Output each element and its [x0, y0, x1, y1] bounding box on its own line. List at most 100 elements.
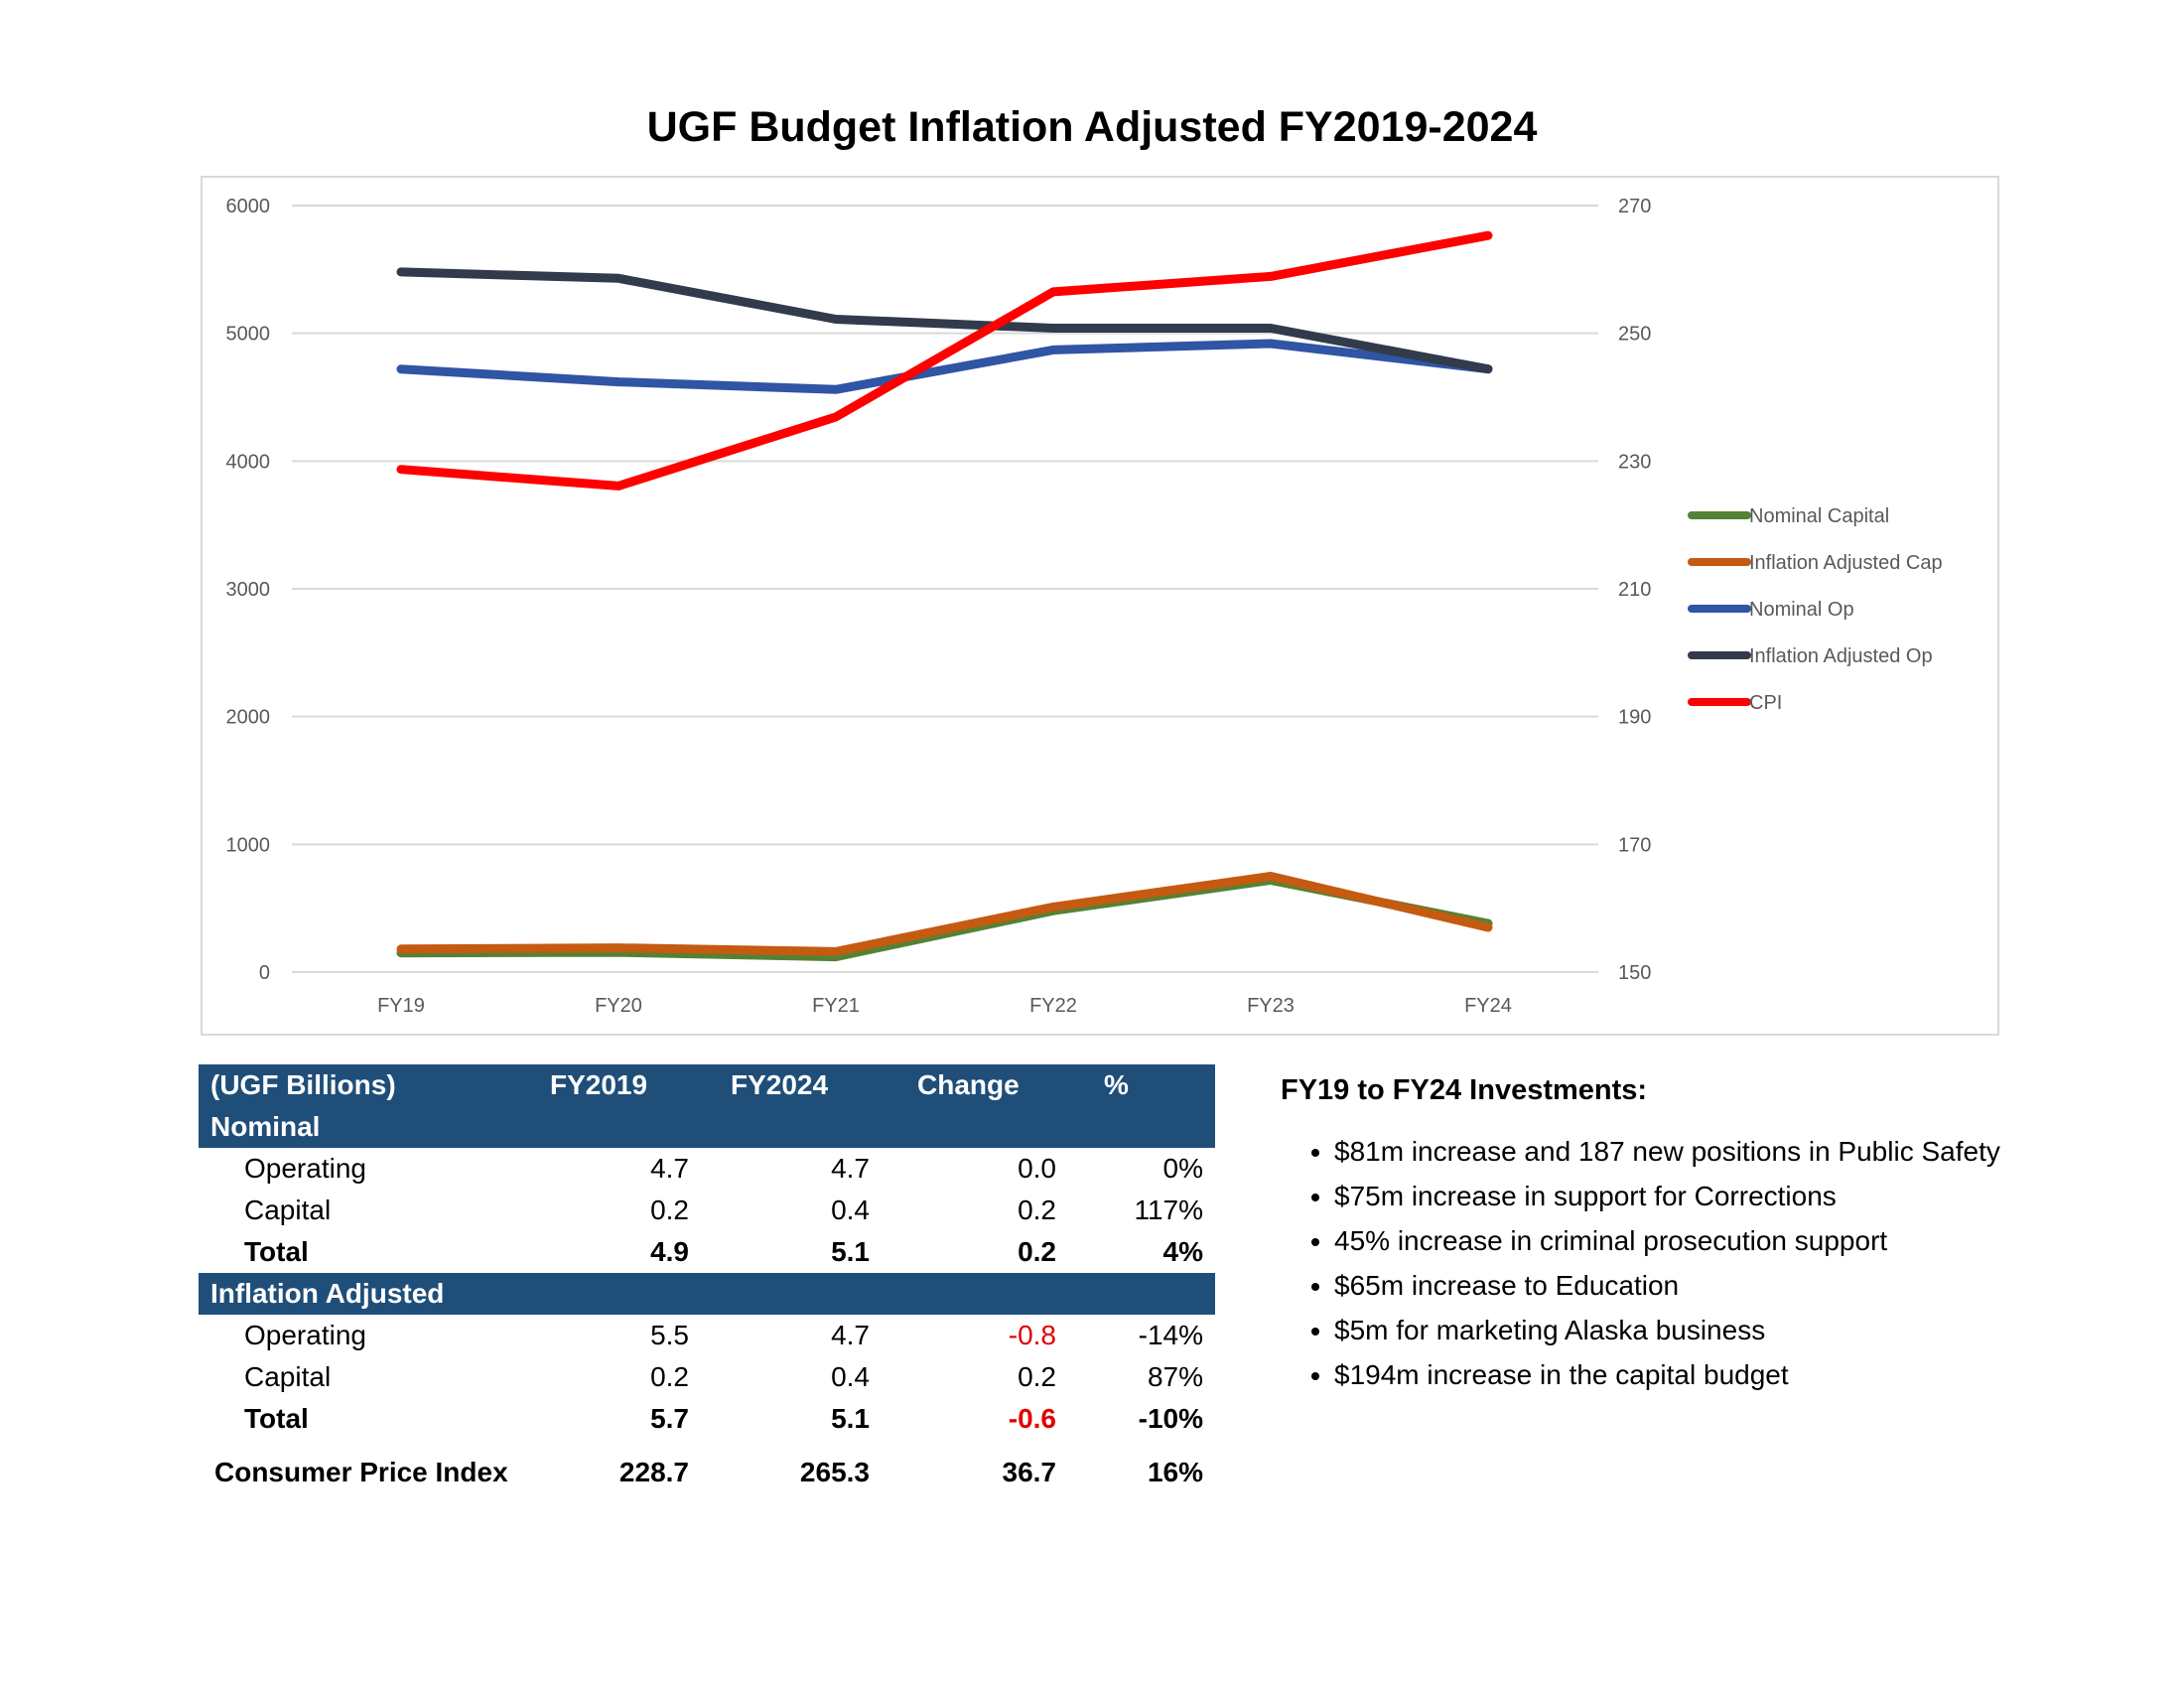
x-tick-label: FY24 — [1464, 995, 1512, 1017]
legend-label: Nominal Capital — [1749, 505, 1889, 527]
table-row: Operating 4.7 4.7 0.0 0% — [199, 1148, 1215, 1190]
cell-pct: -10% — [1138, 1403, 1203, 1434]
header-units: (UGF Billions) — [199, 1064, 520, 1106]
list-item: $194m increase in the capital budget — [1334, 1352, 2035, 1397]
budget-summary-table: (UGF Billions) FY2019 FY2024 Change % No… — [199, 1064, 1215, 1493]
legend-label: Inflation Adjusted Cap — [1749, 552, 1943, 574]
header-fy2024: FY2024 — [701, 1064, 882, 1106]
header-change: Change — [882, 1064, 1068, 1106]
row-label: Operating — [244, 1153, 366, 1184]
cell-change: 0.2 — [1018, 1236, 1056, 1267]
cell-fy2019: 5.5 — [650, 1320, 689, 1350]
row-label: Capital — [244, 1361, 332, 1392]
line-chart: 0 1000 2000 3000 4000 5000 6000 150 170 190 210 230… — [226, 196, 1943, 1017]
cell-change: 0.2 — [1018, 1195, 1056, 1225]
x-tick-label: FY19 — [377, 995, 425, 1017]
investments-panel: FY19 to FY24 Investments: $81m increase … — [1281, 1074, 2035, 1397]
row-label: Total — [244, 1403, 309, 1434]
cell-fy2024: 0.4 — [831, 1195, 870, 1225]
table-row: Capital 0.2 0.4 0.2 87% — [199, 1356, 1215, 1398]
list-item: 45% increase in criminal prosecution sup… — [1334, 1218, 2035, 1263]
cell-fy2024: 265.3 — [799, 1457, 870, 1487]
y-left-tick-label: 3000 — [226, 579, 271, 601]
cell-pct: 117% — [1134, 1195, 1203, 1225]
series-line-cpi — [396, 230, 1493, 491]
data-point — [1270, 343, 1272, 345]
x-tick-label: FY21 — [812, 995, 860, 1017]
cell-change: 0.0 — [1018, 1153, 1056, 1184]
data-point — [1270, 275, 1272, 278]
table-row-total: Total 4.9 5.1 0.2 4% — [199, 1231, 1215, 1273]
cell-pct: 16% — [1147, 1457, 1203, 1487]
data-point — [400, 468, 402, 471]
cell-fy2019: 228.7 — [618, 1457, 689, 1487]
data-point — [1270, 327, 1272, 330]
data-point — [1052, 290, 1054, 293]
cell-pct: 0% — [1162, 1153, 1203, 1184]
cell-fy2024: 4.7 — [831, 1320, 870, 1350]
cell-fy2024: 5.1 — [831, 1236, 870, 1267]
row-label: Operating — [244, 1320, 366, 1350]
cell-fy2019: 4.9 — [650, 1236, 689, 1267]
data-point — [835, 318, 837, 321]
legend-label: Inflation Adjusted Op — [1749, 645, 1933, 667]
investments-heading: FY19 to FY24 Investments: — [1281, 1074, 1648, 1106]
section-nominal: Nominal — [199, 1106, 1215, 1148]
table-row: Capital 0.2 0.4 0.2 117% — [199, 1190, 1215, 1231]
cell-pct: 87% — [1147, 1361, 1203, 1392]
table-header-row: (UGF Billions) FY2019 FY2024 Change % — [199, 1064, 1215, 1106]
header-pct: % — [1068, 1064, 1215, 1106]
y-right-tick-label: 270 — [1618, 196, 1651, 217]
cell-pct: 4% — [1162, 1236, 1203, 1267]
chart-frame: 0 1000 2000 3000 4000 5000 6000 150 170 190 210 230… — [201, 176, 1999, 1036]
cell-change: 36.7 — [1002, 1457, 1057, 1487]
investments-list: $81m increase and 187 new positions in P… — [1281, 1129, 2035, 1397]
y-left-tick-label: 4000 — [226, 451, 271, 473]
x-tick-label: FY20 — [595, 995, 642, 1017]
y-right-tick-label: 170 — [1618, 834, 1651, 856]
y-right-tick-label: 250 — [1618, 324, 1651, 346]
y-right-tick-label: 190 — [1618, 707, 1651, 729]
series-line-inflation-adjusted-cap — [396, 872, 1493, 956]
section-inflation-label: Inflation Adjusted — [199, 1273, 1215, 1315]
cell-fy2024: 0.4 — [831, 1361, 870, 1392]
cell-change: -0.8 — [1008, 1320, 1056, 1350]
legend-label: Nominal Op — [1749, 599, 1854, 621]
row-label: Total — [244, 1236, 309, 1267]
table-spacer — [199, 1440, 1215, 1452]
cell-fy2019: 5.7 — [650, 1403, 689, 1434]
x-tick-label: FY23 — [1247, 995, 1295, 1017]
data-point — [1270, 875, 1272, 878]
cell-fy2019: 4.7 — [650, 1153, 689, 1184]
section-inflation-adjusted: Inflation Adjusted — [199, 1273, 1215, 1315]
cell-fy2024: 5.1 — [831, 1403, 870, 1434]
cell-change: -0.6 — [1008, 1403, 1056, 1434]
cell-fy2024: 4.7 — [831, 1153, 870, 1184]
list-item: $75m increase in support for Corrections — [1334, 1174, 2035, 1218]
y-left-tick-label: 0 — [259, 962, 270, 984]
y-right-tick-label: 150 — [1618, 962, 1651, 984]
table-row: Operating 5.5 4.7 -0.8 -14% — [199, 1315, 1215, 1356]
data-point — [1487, 926, 1489, 928]
row-label: Consumer Price Index — [214, 1457, 508, 1487]
header-fy2019: FY2019 — [520, 1064, 701, 1106]
cell-change: 0.2 — [1018, 1361, 1056, 1392]
y-right-tick-label: 230 — [1618, 451, 1651, 473]
data-point — [617, 277, 619, 280]
data-point — [835, 955, 837, 958]
data-point — [1052, 349, 1054, 352]
x-tick-label: FY22 — [1029, 995, 1077, 1017]
row-label: Capital — [244, 1195, 332, 1225]
cell-pct: -14% — [1138, 1320, 1203, 1350]
cell-fy2019: 0.2 — [650, 1361, 689, 1392]
list-item: $5m for marketing Alaska business — [1334, 1308, 2035, 1352]
chart-title: UGF Budget Inflation Adjusted FY2019-202… — [646, 103, 1538, 151]
data-point — [1052, 906, 1054, 909]
data-point — [1052, 327, 1054, 330]
data-point — [400, 270, 402, 273]
table-row-cpi: Consumer Price Index 228.7 265.3 36.7 16… — [199, 1452, 1215, 1493]
y-left-tick-label: 2000 — [226, 707, 271, 729]
data-point — [617, 946, 619, 949]
y-right-tick-label: 210 — [1618, 579, 1651, 601]
data-point — [617, 380, 619, 383]
